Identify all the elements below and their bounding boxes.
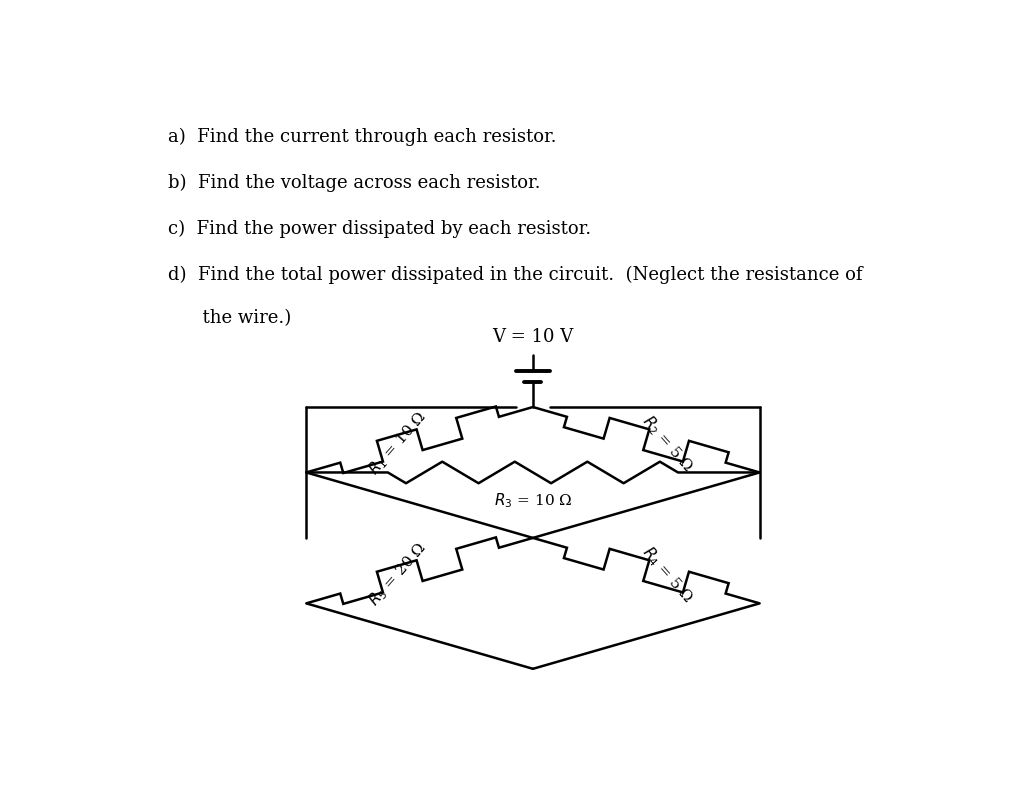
Text: $R_3$ = 10 Ω: $R_3$ = 10 Ω: [494, 492, 572, 511]
Text: $R_4$ = 5 Ω: $R_4$ = 5 Ω: [638, 542, 697, 607]
Text: a)  Find the current through each resistor.: a) Find the current through each resisto…: [168, 128, 557, 146]
Text: c)  Find the power dissipated by each resistor.: c) Find the power dissipated by each res…: [168, 220, 592, 238]
Text: $R_1$ = 10 Ω: $R_1$ = 10 Ω: [366, 408, 431, 479]
Text: the wire.): the wire.): [168, 309, 292, 328]
Text: V = 10 V: V = 10 V: [493, 328, 573, 347]
Text: b)  Find the voltage across each resistor.: b) Find the voltage across each resistor…: [168, 174, 541, 192]
Text: d)  Find the total power dissipated in the circuit.  (Neglect the resistance of: d) Find the total power dissipated in th…: [168, 266, 863, 285]
Text: $R_2$ = 5 Ω: $R_2$ = 5 Ω: [638, 412, 697, 476]
Text: $R_5$ = 20 Ω: $R_5$ = 20 Ω: [366, 538, 431, 610]
